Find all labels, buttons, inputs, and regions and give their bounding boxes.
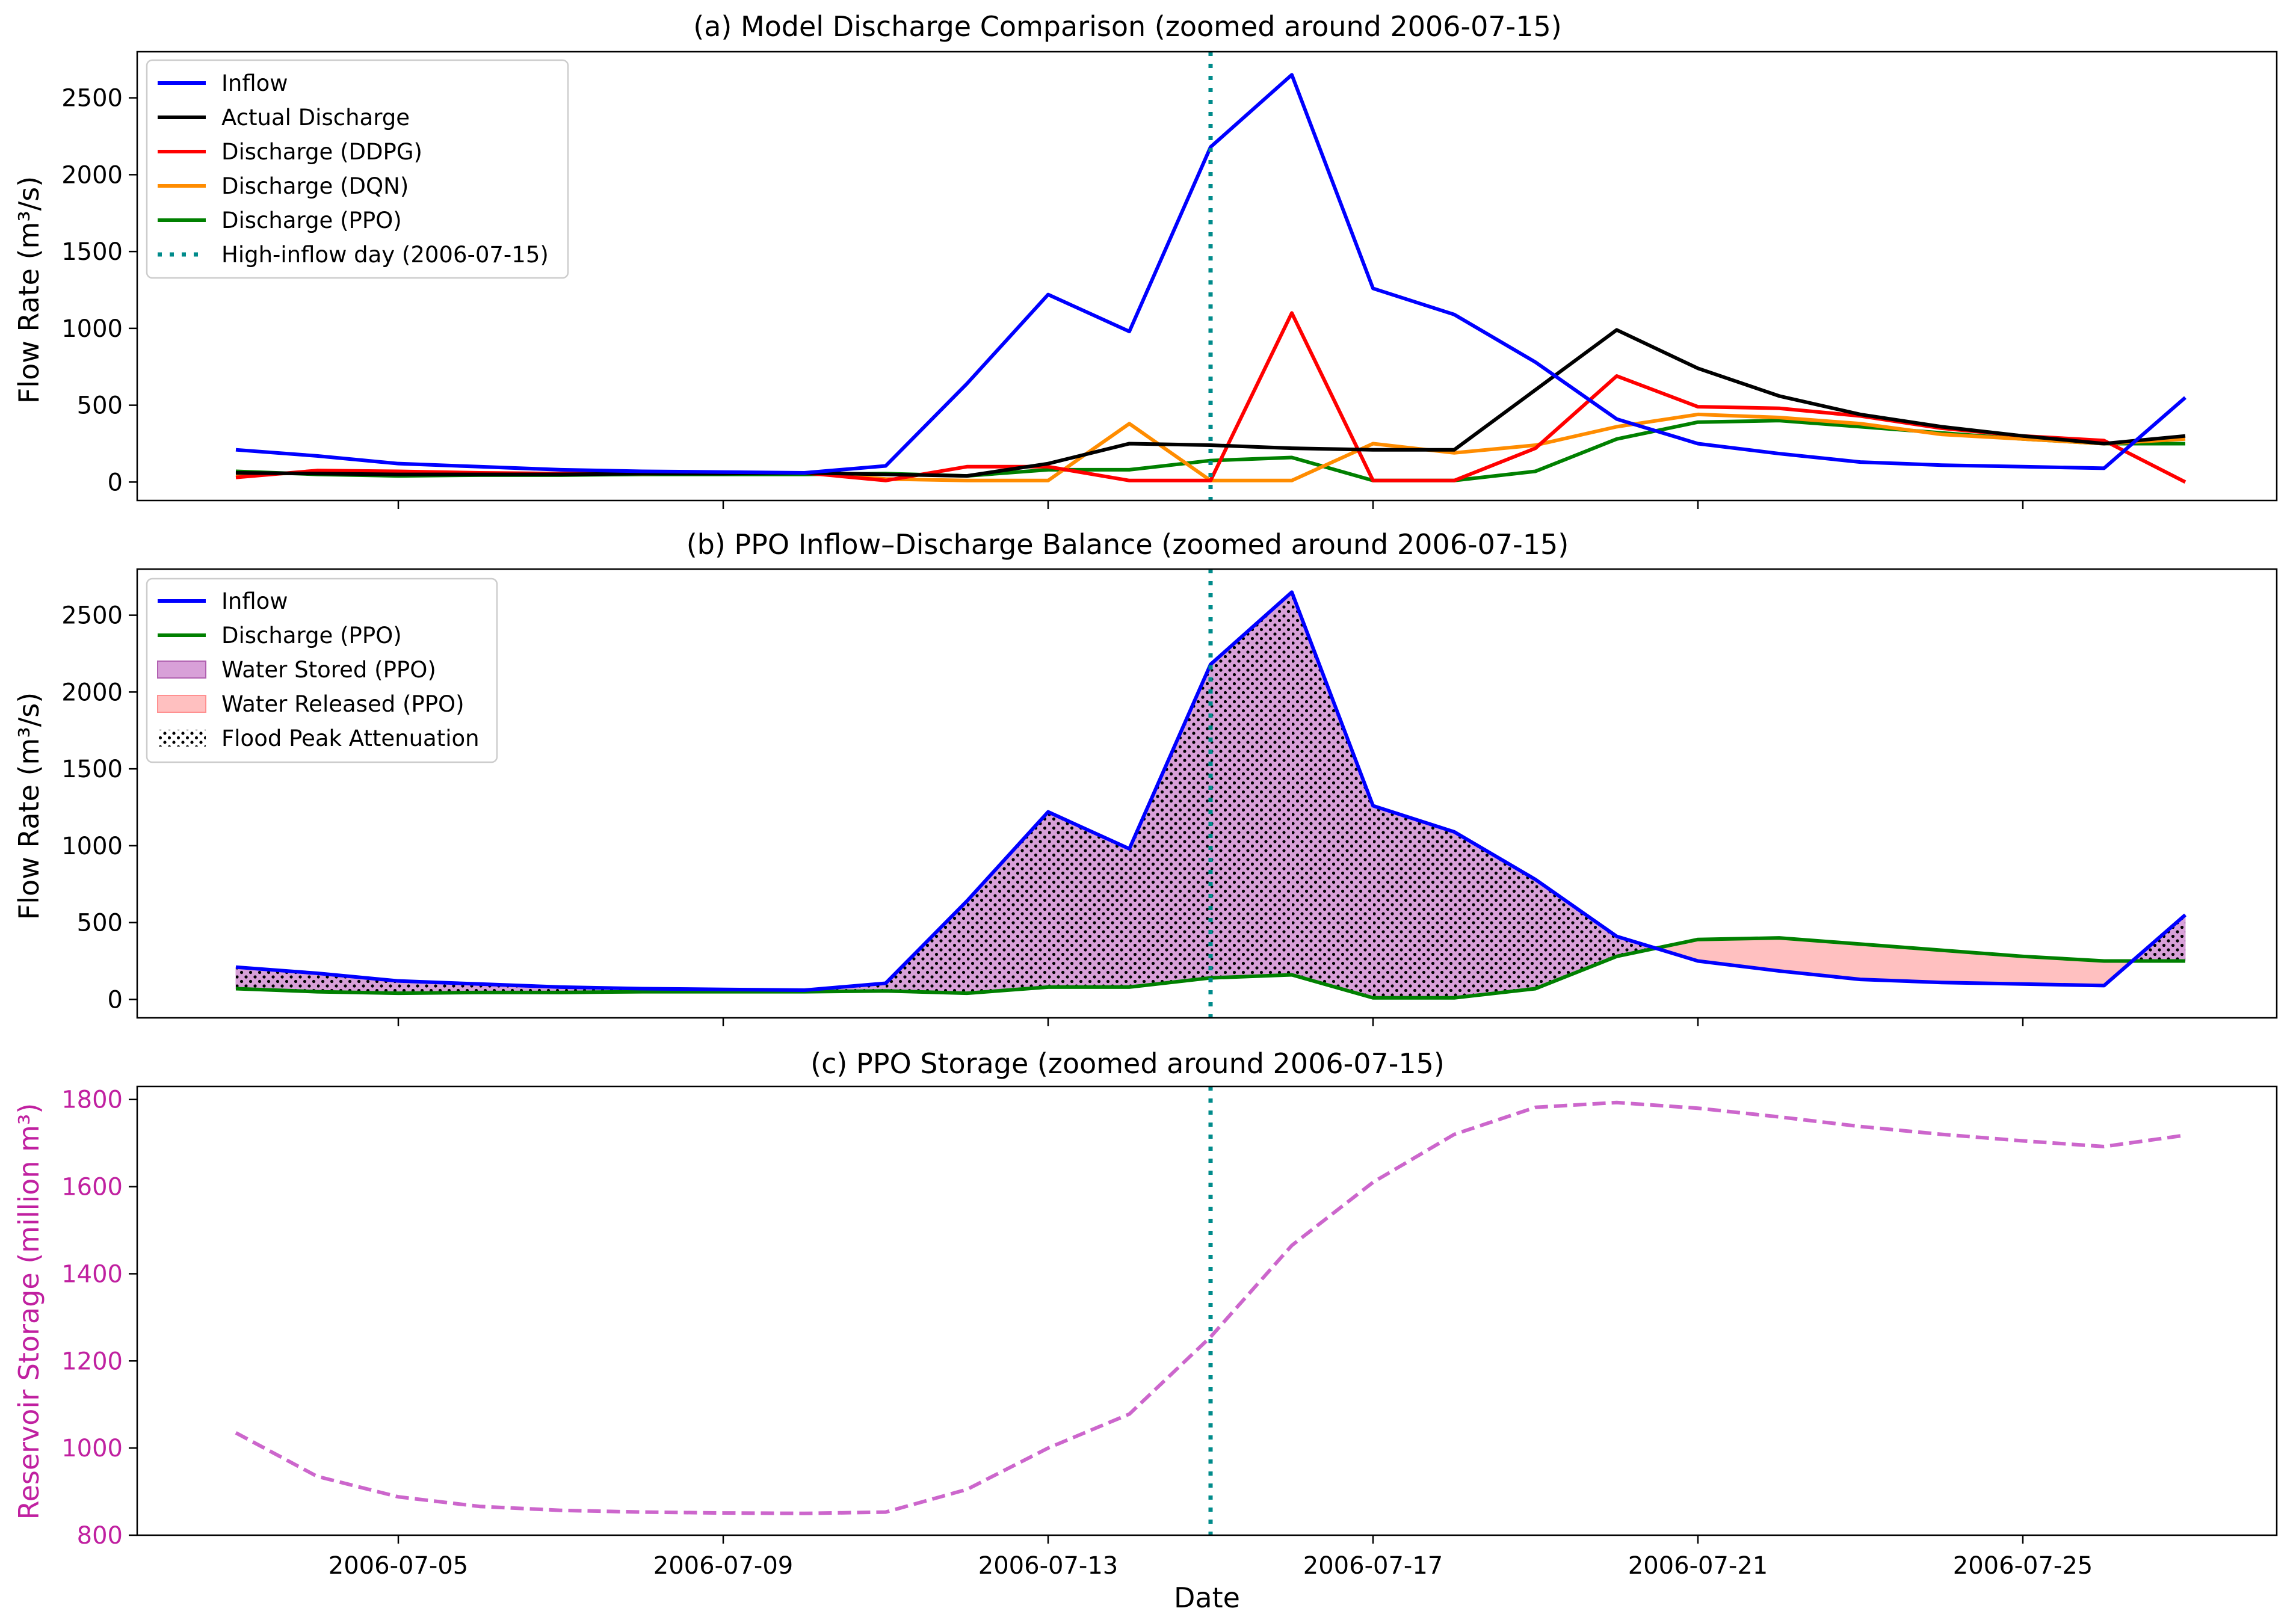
x-tick-label: 2006-07-05 — [329, 1552, 468, 1580]
legend-box — [146, 578, 498, 763]
legend-box — [146, 59, 569, 279]
legend-water-stored: Water Stored (PPO) — [221, 657, 436, 683]
panel-c: (c) PPO Storage (zoomed around 2006-07-1… — [13, 1047, 2278, 1614]
flood-peak-attenuation-area — [1292, 592, 1373, 998]
flood-peak-attenuation-area — [1617, 936, 1656, 956]
series-line-discharge-ddpg- — [235, 311, 2186, 484]
panel-a-series — [235, 52, 2186, 500]
y-tick-label: 1500 — [61, 756, 123, 783]
y-tick-label: 500 — [77, 392, 123, 420]
panel-b-legend: Inflow Discharge (PPO) Water Stored (PPO… — [146, 578, 498, 763]
panel-b-title: (b) PPO Inflow–Discharge Balance (zoomed… — [687, 528, 1569, 561]
legend-ppo: Discharge (PPO) — [221, 208, 402, 233]
y-tick-label: 1500 — [61, 238, 123, 266]
panel-c-title: (c) PPO Storage (zoomed around 2006-07-1… — [810, 1047, 1445, 1080]
y-tick-label: 2000 — [61, 161, 123, 189]
flood-peak-attenuation-area — [1373, 805, 1454, 998]
y-tick-label: 2000 — [61, 679, 123, 706]
series-line-storage — [235, 1100, 2186, 1515]
legend-water-released: Water Released (PPO) — [221, 691, 464, 717]
panel-a-frame — [136, 51, 2278, 502]
legend-high-inflow-day: High-inflow day (2006-07-15) — [221, 242, 549, 268]
legend-inflow: Inflow — [221, 588, 288, 614]
series-line-actual-discharge — [235, 328, 2186, 478]
panel-c-ylabel: Reservoir Storage (million m³) — [13, 1103, 45, 1520]
panel-c-frame — [136, 1085, 2278, 1536]
y-tick-label: 1000 — [61, 315, 123, 343]
y-tick-label: 1000 — [61, 1435, 123, 1462]
legend-swatch-stored — [157, 661, 206, 679]
legend-ppo: Discharge (PPO) — [221, 623, 402, 648]
flood-peak-attenuation-area — [1211, 592, 1292, 978]
y-tick-label: 1800 — [61, 1086, 123, 1114]
y-tick-label: 2500 — [61, 602, 123, 630]
x-tick-label: 2006-07-09 — [653, 1552, 793, 1580]
y-tick-label: 1400 — [61, 1260, 123, 1288]
panel-a-x-ticks — [397, 500, 2024, 509]
legend-actual-discharge: Actual Discharge — [221, 105, 410, 131]
x-tick-label: 2006-07-25 — [1953, 1552, 2093, 1580]
x-axis-label: Date — [1174, 1582, 1240, 1614]
panel-c-series — [235, 1086, 2186, 1535]
legend-ddpg: Discharge (DDPG) — [221, 139, 422, 165]
y-tick-label: 0 — [108, 986, 123, 1014]
panel-b-series — [235, 569, 2186, 1018]
panel-b-fills — [235, 591, 2186, 999]
y-tick-label: 800 — [77, 1522, 123, 1550]
panel-a-ylabel: Flow Rate (m³/s) — [13, 176, 45, 404]
flood-peak-attenuation-area — [1535, 879, 1617, 989]
series-line-inflow — [235, 590, 2186, 993]
y-tick-label: 1000 — [61, 833, 123, 860]
series-line-discharge-ppo- — [235, 936, 2185, 1000]
panel-c-x-ticks: 2006-07-05 2006-07-09 2006-07-13 2006-07-17… — [329, 1535, 2093, 1580]
y-tick-label: 1600 — [61, 1174, 123, 1201]
legend-inflow: Inflow — [221, 70, 288, 96]
legend-flood-peak-attenuation: Flood Peak Attenuation — [221, 725, 480, 751]
panel-a: (a) Model Discharge Comparison (zoomed a… — [13, 10, 2278, 509]
flood-peak-attenuation-area — [1048, 812, 1129, 987]
y-tick-label: 1200 — [61, 1348, 123, 1375]
panel-b-x-ticks — [397, 1018, 2024, 1026]
panel-a-title: (a) Model Discharge Comparison (zoomed a… — [693, 10, 1561, 43]
panel-a-y-ticks: 0 500 1000 1500 2000 2500 — [61, 85, 137, 496]
panel-a-legend: Inflow Actual Discharge Discharge (DDPG)… — [146, 59, 569, 279]
flood-peak-attenuation-area — [1129, 664, 1211, 987]
series-line-inflow — [235, 73, 2186, 475]
x-tick-label: 2006-07-21 — [1628, 1552, 1768, 1580]
y-tick-label: 2500 — [61, 85, 123, 112]
legend-dqn: Discharge (DQN) — [221, 173, 409, 199]
y-tick-label: 0 — [108, 469, 123, 496]
x-tick-label: 2006-07-17 — [1303, 1552, 1443, 1580]
series-line-discharge-dqn- — [235, 412, 2186, 482]
flood-peak-attenuation-area — [1454, 831, 1535, 998]
flood-peak-attenuation-area — [967, 812, 1048, 994]
x-tick-label: 2006-07-13 — [978, 1552, 1118, 1580]
panel-b: (b) PPO Inflow–Discharge Balance (zoomed… — [13, 528, 2278, 1026]
legend-swatch-attenuation — [158, 730, 206, 747]
flood-peak-attenuation-area — [317, 973, 398, 994]
legend-swatch-released — [157, 695, 206, 713]
y-tick-label: 500 — [77, 910, 123, 937]
panel-b-frame — [136, 568, 2278, 1019]
panel-b-ylabel: Flow Rate (m³/s) — [13, 692, 45, 920]
panel-c-y-ticks: 800 1000 1200 1400 1600 1800 — [61, 1086, 137, 1550]
panel-b-y-ticks: 0 500 1000 1500 2000 2500 — [61, 602, 137, 1014]
